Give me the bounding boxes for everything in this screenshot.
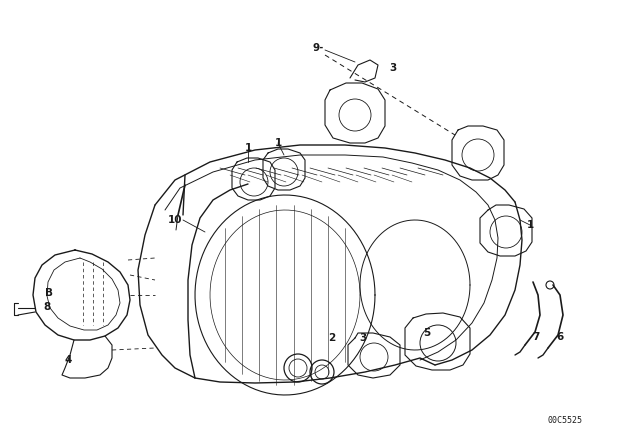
Text: 7: 7 xyxy=(532,332,540,342)
Text: 10: 10 xyxy=(168,215,182,225)
Text: 9-: 9- xyxy=(312,43,324,53)
Text: 1: 1 xyxy=(526,220,534,230)
Text: 8: 8 xyxy=(44,302,51,312)
Text: 5: 5 xyxy=(424,328,431,338)
Text: 1: 1 xyxy=(275,138,282,148)
Text: 2: 2 xyxy=(328,333,335,343)
Text: 1: 1 xyxy=(244,143,252,153)
Text: 4: 4 xyxy=(64,355,72,365)
Text: 6: 6 xyxy=(556,332,564,342)
Text: B: B xyxy=(45,288,53,298)
Text: 00C5525: 00C5525 xyxy=(547,415,582,425)
Text: 3: 3 xyxy=(360,333,367,343)
Text: 3: 3 xyxy=(389,63,397,73)
